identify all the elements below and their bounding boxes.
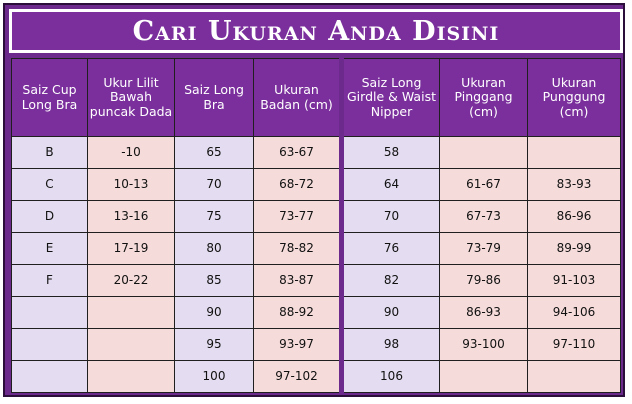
table-cell: 10-13	[87, 168, 175, 201]
table-cell	[11, 296, 88, 329]
table-cell: 85	[174, 264, 254, 297]
table-row: E 17-19 80 78-82 76 73-79 89-99	[11, 232, 621, 265]
table-cell: 64	[339, 168, 440, 201]
table-cell	[439, 136, 528, 169]
size-chart-table: Saiz Cup Long Bra Ukur Lilit Bawah puncak…	[11, 58, 621, 393]
table-cell: -10	[87, 136, 175, 169]
table-cell: 78-82	[253, 232, 342, 265]
table-cell: 90	[174, 296, 254, 329]
table-cell: 93-97	[253, 328, 342, 361]
table-row: 95 93-97 98 93-100 97-110	[11, 328, 621, 361]
table-cell: 86-96	[527, 200, 621, 233]
table-cell	[87, 296, 175, 329]
header-saiz-cup: Saiz Cup Long Bra	[11, 58, 88, 137]
header-saiz-long-girdle: Saiz Long Girdle & Waist Nipper	[339, 58, 440, 137]
table-row: C 10-13 70 68-72 64 61-67 83-93	[11, 168, 621, 201]
table-cell: 89-99	[527, 232, 621, 265]
header-ukuran-pinggang: Ukuran Pinggang (cm)	[439, 58, 528, 137]
table-cell: 106	[339, 360, 440, 393]
table-cell: 70	[339, 200, 440, 233]
title-banner: Cari Ukuran Anda Disini	[9, 9, 623, 53]
table-cell: E	[11, 232, 88, 265]
table-cell: 13-16	[87, 200, 175, 233]
table-row: F 20-22 85 83-87 82 79-86 91-103	[11, 264, 621, 297]
table-cell: 97-110	[527, 328, 621, 361]
table-cell: 17-19	[87, 232, 175, 265]
table-cell: 82	[339, 264, 440, 297]
table-cell: 80	[174, 232, 254, 265]
table-cell: 73-79	[439, 232, 528, 265]
table-cell: 86-93	[439, 296, 528, 329]
header-row: Saiz Cup Long Bra Ukur Lilit Bawah puncak…	[11, 58, 621, 137]
table-cell: 68-72	[253, 168, 342, 201]
table-cell: 83-87	[253, 264, 342, 297]
table-cell: F	[11, 264, 88, 297]
table-cell: B	[11, 136, 88, 169]
table-cell: 91-103	[527, 264, 621, 297]
table-cell: 79-86	[439, 264, 528, 297]
table-cell: 73-77	[253, 200, 342, 233]
table-cell: 90	[339, 296, 440, 329]
table-cell: 88-92	[253, 296, 342, 329]
table-cell: 65	[174, 136, 254, 169]
table-cell	[439, 360, 528, 393]
table-row: 100 97-102 106	[11, 360, 621, 393]
table-cell: 76	[339, 232, 440, 265]
header-saiz-long-bra: Saiz Long Bra	[174, 58, 254, 137]
table-cell	[11, 328, 88, 361]
header-ukuran-badan: Ukuran Badan (cm)	[253, 58, 342, 137]
page-title: Cari Ukuran Anda Disini	[132, 15, 500, 47]
table-row: D 13-16 75 73-77 70 67-73 86-96	[11, 200, 621, 233]
table-cell: 83-93	[527, 168, 621, 201]
table-cell	[11, 360, 88, 393]
table-cell: 95	[174, 328, 254, 361]
table-row: B -10 65 63-67 58	[11, 136, 621, 169]
table-cell: 58	[339, 136, 440, 169]
table-cell	[527, 360, 621, 393]
table-cell: 63-67	[253, 136, 342, 169]
table-cell: 97-102	[253, 360, 342, 393]
table-cell: 61-67	[439, 168, 528, 201]
table-cell: 75	[174, 200, 254, 233]
table-cell: D	[11, 200, 88, 233]
header-ukuran-punggung: Ukuran Punggung (cm)	[527, 58, 621, 137]
table-cell	[87, 360, 175, 393]
table-cell: 100	[174, 360, 254, 393]
table-cell: 94-106	[527, 296, 621, 329]
table-row: 90 88-92 90 86-93 94-106	[11, 296, 621, 329]
table-cell	[87, 328, 175, 361]
table-cell: 98	[339, 328, 440, 361]
table-cell: 93-100	[439, 328, 528, 361]
header-ukur-lilit: Ukur Lilit Bawah puncak Dada	[87, 58, 175, 137]
table-cell: 67-73	[439, 200, 528, 233]
table-cell: 70	[174, 168, 254, 201]
table-body: B -10 65 63-67 58 C 10-13 70 68-72 64 61-67 83-93 D 1…	[11, 136, 621, 393]
table-cell: 20-22	[87, 264, 175, 297]
table-cell	[527, 136, 621, 169]
table-cell: C	[11, 168, 88, 201]
